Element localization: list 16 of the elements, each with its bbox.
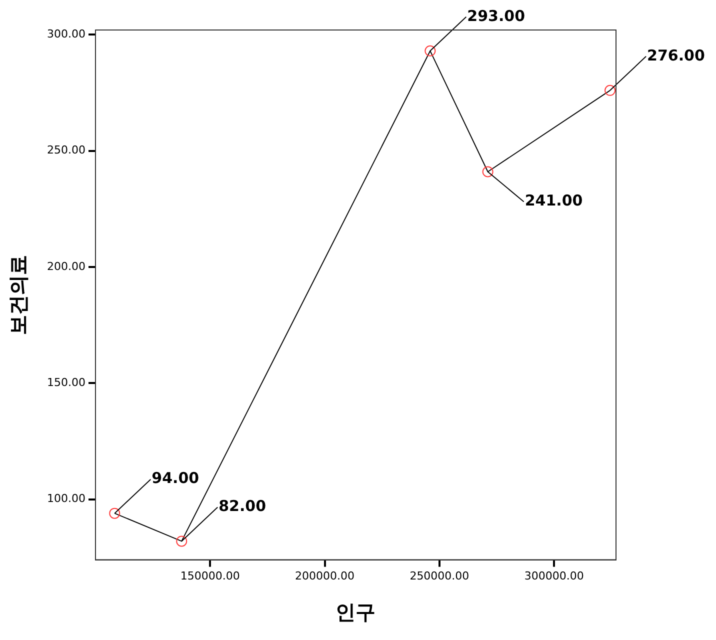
y-axis-title: 보건의료 — [6, 254, 30, 335]
y-tick-label: 300.00 — [46, 28, 86, 41]
x-tick-label: 250000.00 — [410, 569, 470, 582]
y-tick-label: 100.00 — [46, 492, 86, 506]
data-label: 82.00 — [218, 497, 266, 516]
x-tick-label: 300000.00 — [524, 569, 584, 582]
y-tick-label: 150.00 — [46, 376, 86, 390]
y-tick-label: 250.00 — [46, 144, 86, 157]
data-label: 94.00 — [152, 469, 200, 488]
data-label: 241.00 — [524, 192, 583, 210]
data-label: 276.00 — [647, 46, 705, 64]
x-axis-title: 인구 — [336, 600, 376, 624]
data-label: 293.00 — [467, 6, 526, 25]
x-tick-label: 200000.00 — [295, 569, 355, 582]
x-tick-label: 150000.00 — [180, 569, 240, 582]
y-tick-label: 200.00 — [46, 260, 86, 273]
